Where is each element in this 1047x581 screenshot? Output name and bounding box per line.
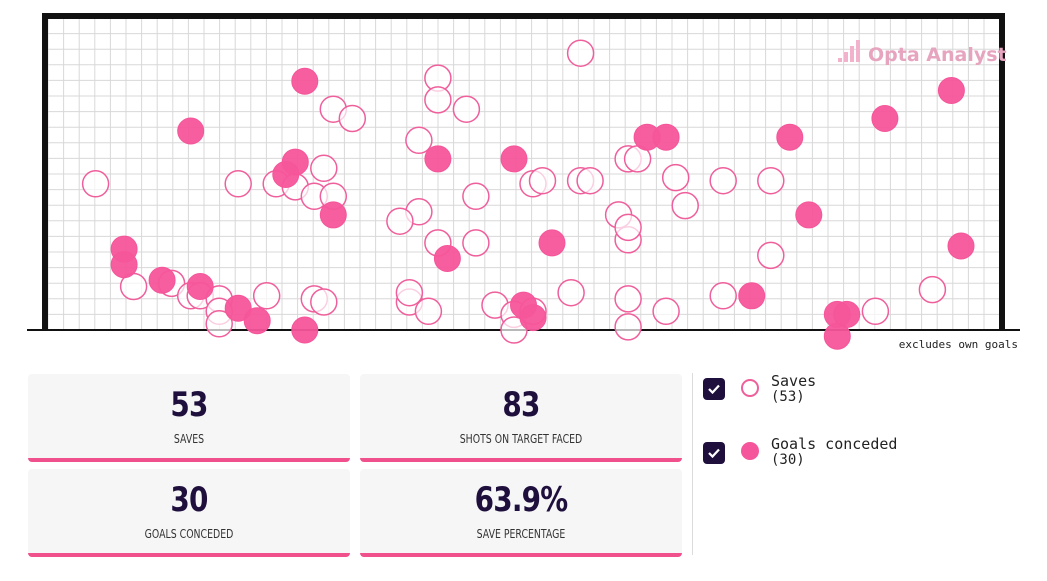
goal-conceded-point [500,145,528,173]
save-point [462,182,490,211]
goal-map-chart: Opta Analyst [27,13,1020,350]
save-point [671,191,699,220]
save-point [566,39,595,67]
goal-conceded-point [795,201,823,229]
goal-conceded-point [177,117,205,145]
stat-value-save-percentage: 63.9% [474,480,568,520]
save-point [224,170,252,198]
save-point [395,278,424,307]
goal-frame [42,13,1005,330]
shot-markers [81,39,975,350]
checkmark-icon [708,384,720,395]
legend-item-saves[interactable]: Saves (53) [703,373,1033,413]
opta-logo-icon [838,40,860,62]
goal-conceded-point [937,77,965,104]
saves-marker-icon [741,379,759,397]
stat-card-save-percentage: 63.9% SAVE PERCENTAGE [360,469,682,557]
save-point [386,207,414,235]
save-point [557,278,585,307]
goal-conceded-point [291,316,319,344]
save-point [709,282,737,310]
stat-label-save-percentage: SAVE PERCENTAGE [476,527,566,541]
saves-legend-label: Saves [771,372,817,390]
opta-logo-text: Opta Analyst [868,44,1007,66]
goal-conceded-point [424,145,452,173]
goal-conceded-point [272,161,300,188]
save-point [414,297,443,326]
saves-checkbox[interactable] [703,378,725,400]
goals-marker-icon [741,442,759,460]
stat-label-saves: SAVES [173,432,205,446]
save-point [528,166,557,195]
saves-legend-count: (53) [771,389,805,405]
goal-conceded-point [433,245,461,272]
save-point [81,170,110,198]
stat-value-saves: 53 [170,385,208,425]
goal-conceded-point [291,67,319,95]
save-point [205,310,233,338]
stat-label-goals-conceded: GOALS CONCEDED [144,527,234,541]
save-point [614,285,642,313]
save-point [614,313,642,341]
caption: excludes own goals [898,338,1018,351]
save-point [918,275,947,304]
stat-card-saves: 53 SAVES [28,374,350,462]
save-point [405,126,433,155]
legend-divider [692,373,693,555]
save-point [452,95,481,123]
stat-value-shots-on-target: 83 [502,385,540,425]
save-point [861,297,890,326]
save-point [709,166,737,195]
stat-label-shots-on-target: SHOTS ON TARGET FACED [459,432,583,446]
save-point [338,104,367,133]
save-point [757,241,785,270]
goal-conceded-point [110,251,138,279]
legend-item-goals-conceded[interactable]: Goals conceded (30) [703,436,1033,476]
save-point [614,213,642,242]
save-point [424,86,452,114]
checkmark-icon [708,448,720,459]
goals-conceded-checkbox[interactable] [703,442,725,464]
goal-conceded-point [871,105,899,132]
goals-legend-label: Goals conceded [771,435,898,453]
goal-conceded-point [652,123,680,151]
saves-legend-text: Saves (53) [771,373,816,405]
goal-conceded-point [538,229,566,257]
goal-conceded-point [738,282,766,310]
goals-legend-text: Goals conceded (30) [771,436,897,468]
stat-card-goals-conceded: 30 GOALS CONCEDED [28,469,350,557]
stat-card-shots-on-target: 83 SHOTS ON TARGET FACED [360,374,682,462]
goal-conceded-point [776,123,804,151]
save-point [576,166,604,195]
save-point [500,316,528,344]
save-point [462,229,490,257]
save-point [252,282,281,310]
save-point [661,163,690,192]
save-point [310,288,338,316]
save-point [652,297,680,326]
goal-conceded-point [224,294,252,322]
goal-conceded-point [947,232,975,260]
goal-conceded-point [519,304,547,332]
goals-legend-count: (30) [771,452,805,468]
opta-analyst-logo: Opta Analyst [838,40,1007,66]
goal-conceded-point [148,266,176,294]
save-point [757,166,785,195]
goal-conceded-point [319,201,347,229]
stat-value-goals-conceded: 30 [170,480,208,520]
goal-conceded-point [823,322,851,350]
goal-conceded-point [243,307,271,335]
save-point [310,154,338,183]
goal-conceded-point [186,273,214,300]
